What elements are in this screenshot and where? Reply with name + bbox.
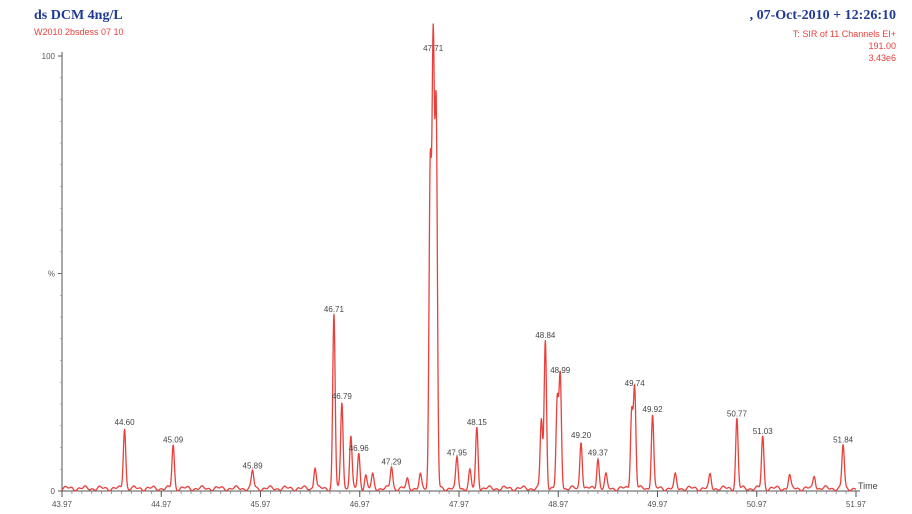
mass-value: 191.00 (868, 41, 896, 51)
x-tick-label: 50.97 (747, 500, 768, 509)
intensity-value: 3.43e6 (868, 53, 896, 63)
peak-label: 46.96 (349, 444, 370, 453)
peak-label: 49.37 (588, 449, 609, 458)
chromatogram-trace (61, 23, 857, 492)
sample-title: ds DCM 4ng/L (34, 8, 123, 23)
x-tick-label: 43.97 (52, 500, 73, 509)
channel-info-block: T: SIR of 11 Channels EI+ 191.00 3.43e6 (793, 28, 896, 64)
acquisition-datetime: , 07-Oct-2010 + 12:26:10 (749, 8, 896, 23)
x-tick-label: 49.97 (647, 500, 668, 509)
x-tick-label: 45.97 (250, 500, 271, 509)
x-tick-label: 51.97 (846, 500, 867, 509)
peak-label: 47.95 (447, 449, 468, 458)
peak-label: 49.74 (625, 379, 646, 388)
peak-label: 48.99 (550, 366, 571, 375)
peak-label: 44.60 (115, 418, 136, 427)
x-tick-label: 46.97 (350, 500, 371, 509)
peak-label: 45.89 (243, 462, 264, 471)
y-tick-label: 100 (42, 52, 56, 61)
peak-label: 48.84 (535, 331, 556, 340)
peak-label: 51.84 (833, 436, 854, 445)
peak-label: 45.09 (163, 436, 184, 445)
peak-label: 51.03 (753, 427, 774, 436)
peak-label: 48.15 (467, 418, 488, 427)
y-tick-label: 0 (51, 487, 56, 496)
peak-label: 49.20 (571, 431, 592, 440)
peak-label: 50.77 (727, 409, 748, 418)
peak-label: 47.71 (423, 44, 444, 53)
peak-label: 49.92 (643, 405, 664, 414)
y-tick-label: % (48, 270, 55, 279)
x-tick-label: 48.97 (548, 500, 569, 509)
channel-info: T: SIR of 11 Channels EI+ (792, 29, 896, 39)
peak-label: 47.29 (381, 457, 402, 466)
peak-label: 46.71 (324, 305, 345, 314)
x-tick-label: 47.97 (449, 500, 470, 509)
peak-label: 46.79 (332, 392, 353, 401)
x-axis-label: Time (858, 481, 878, 491)
x-tick-label: 44.97 (151, 500, 172, 509)
file-label: W2010 2bsdess 07 10 (34, 27, 124, 37)
